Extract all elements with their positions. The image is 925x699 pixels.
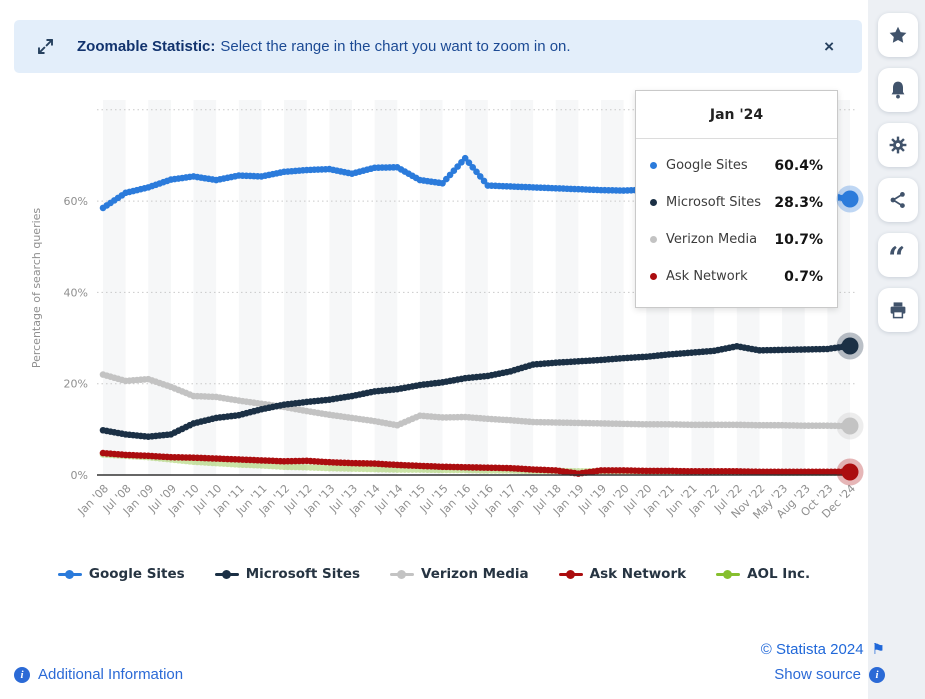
- y-axis-tick-label: 20%: [64, 378, 88, 391]
- tooltip-series-label: Google Sites: [666, 158, 748, 173]
- banner-text: Zoomable Statistic: Select the range in t…: [77, 38, 571, 55]
- share-button[interactable]: [878, 178, 918, 222]
- legend-marker-icon: [214, 568, 239, 581]
- y-axis-tick-label: 60%: [64, 195, 88, 208]
- plot-band: [510, 100, 534, 475]
- series-microsoft-sites: [99, 342, 854, 440]
- bell-icon: [891, 81, 905, 99]
- favorite-star-button[interactable]: [878, 13, 918, 57]
- plot-band: [555, 100, 579, 475]
- legend-label: Microsoft Sites: [245, 566, 361, 582]
- chart-legend: Google Sites Microsoft Sites Verizon Med…: [0, 566, 868, 582]
- series-bullet-icon: [650, 273, 657, 280]
- plot-band: [374, 100, 398, 475]
- highlight-point[interactable]: [841, 337, 859, 355]
- plot-band: [103, 100, 126, 475]
- legend-item-aol-inc-[interactable]: AOL Inc.: [716, 566, 810, 582]
- series-ask-network: [99, 449, 854, 477]
- tooltip-series-value: 0.7%: [784, 268, 823, 285]
- legend-label: Verizon Media: [421, 566, 529, 582]
- tooltip-row: Ask Network 0.7%: [650, 258, 823, 295]
- sidebar-strip: [868, 0, 925, 699]
- series-verizon-media: [99, 371, 854, 430]
- tooltip-row: Google Sites 60.4%: [650, 147, 823, 184]
- tooltip-title: Jan '24: [636, 91, 837, 139]
- tooltip-series-label: Ask Network: [666, 269, 748, 284]
- quote-icon: “: [888, 245, 905, 265]
- settings-button[interactable]: [878, 123, 918, 167]
- info-icon: i: [14, 666, 30, 683]
- plot-band: [238, 100, 262, 475]
- info-icon: i: [869, 666, 885, 683]
- y-axis-tick-label: 40%: [64, 286, 88, 299]
- svg-text:“: “: [888, 245, 905, 265]
- tooltip-rows: Google Sites 60.4% Microsoft Sites 28.3%…: [636, 139, 837, 307]
- legend-item-verizon-media[interactable]: Verizon Media: [390, 566, 529, 582]
- statista-copyright: © Statista 2024 ⚑: [760, 640, 885, 659]
- plot-band: [329, 100, 352, 475]
- legend-marker-icon: [716, 568, 741, 581]
- legend-item-ask-network[interactable]: Ask Network: [558, 566, 687, 582]
- legend-marker-icon: [57, 568, 82, 581]
- show-source-link[interactable]: Show source i: [774, 666, 885, 683]
- legend-label: Ask Network: [589, 566, 687, 582]
- legend-marker-icon: [558, 568, 583, 581]
- y-axis-tick-label: 0%: [71, 469, 88, 482]
- highlight-point[interactable]: [841, 190, 859, 208]
- highlight-point[interactable]: [841, 463, 859, 481]
- tooltip-series-label: Verizon Media: [666, 232, 758, 247]
- gear-icon: [889, 136, 907, 154]
- legend-marker-icon: [390, 568, 415, 581]
- legend-label: AOL Inc.: [747, 566, 811, 582]
- legend-item-google-sites[interactable]: Google Sites: [57, 566, 185, 582]
- cite-button[interactable]: “: [878, 233, 918, 277]
- y-axis-title: Percentage of search queries: [30, 208, 43, 369]
- notifications-button[interactable]: [878, 68, 918, 112]
- tooltip-row: Verizon Media 10.7%: [650, 221, 823, 258]
- tooltip-series-value: 28.3%: [774, 194, 823, 211]
- banner-close-button[interactable]: ×: [818, 35, 840, 59]
- legend-item-microsoft-sites[interactable]: Microsoft Sites: [214, 566, 361, 582]
- tooltip-row: Microsoft Sites 28.3%: [650, 184, 823, 221]
- plot-band: [465, 100, 488, 475]
- chart-tooltip: Jan '24 Google Sites 60.4% Microsoft Sit…: [635, 90, 838, 308]
- zoom-banner: Zoomable Statistic: Select the range in t…: [14, 20, 862, 73]
- banner-bold-text: Zoomable Statistic:: [77, 38, 216, 55]
- plot-band: [148, 100, 171, 475]
- tooltip-series-value: 60.4%: [774, 157, 823, 174]
- plot-band: [284, 100, 307, 475]
- share-icon: [890, 192, 905, 208]
- series-bullet-icon: [650, 236, 657, 243]
- zoom-expand-icon: [36, 37, 55, 56]
- series-bullet-icon: [650, 162, 657, 169]
- print-button[interactable]: [878, 288, 918, 332]
- plot-band: [601, 100, 624, 475]
- legend-label: Google Sites: [88, 566, 185, 582]
- tooltip-series-value: 10.7%: [774, 231, 823, 248]
- additional-information-link[interactable]: i Additional Information: [14, 666, 183, 683]
- series-bullet-icon: [650, 199, 657, 206]
- tooltip-series-label: Microsoft Sites: [666, 195, 762, 210]
- star-icon: [889, 26, 907, 43]
- highlight-point[interactable]: [841, 417, 859, 435]
- printer-icon: [890, 302, 906, 319]
- flag-icon[interactable]: ⚑: [871, 641, 885, 658]
- plot-band: [193, 100, 217, 475]
